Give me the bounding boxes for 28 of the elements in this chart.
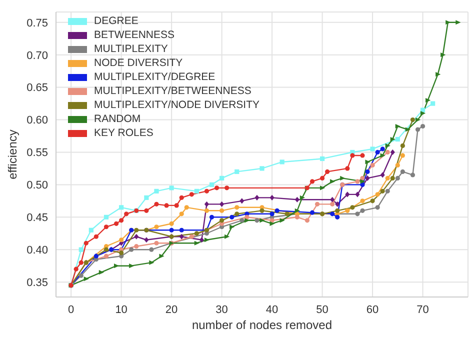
legend-label: KEY ROLES <box>94 126 154 140</box>
x-tick-label: 10 <box>115 304 128 316</box>
x-tick-label: 40 <box>266 304 278 316</box>
legend-label: RANDOM <box>94 112 141 126</box>
y-tick-label: 0.40 <box>26 244 48 257</box>
legend-label: MULTIPLEXITY <box>94 42 168 56</box>
x-tick-label: 0 <box>68 304 74 316</box>
legend-label: DEGREE <box>94 14 138 28</box>
legend-label: MULTIPLEXITY/NODE DIVERSITY <box>94 98 260 112</box>
y-tick-label: 0.55 <box>26 147 48 160</box>
y-tick-label: 0.65 <box>26 82 48 94</box>
x-tick-label: 70 <box>416 304 429 316</box>
y-tick-label: 0.75 <box>26 17 48 30</box>
y-tick-label: 0.60 <box>26 114 48 127</box>
y-tick-label: 0.35 <box>26 276 48 289</box>
x-axis-title: number of nodes removed <box>192 318 332 332</box>
y-tick-label: 0.50 <box>26 180 48 192</box>
legend-label: MULTIPLEXITY/DEGREE <box>94 70 216 84</box>
y-tick-label: 0.70 <box>26 50 48 62</box>
y-axis-title: efficiency <box>5 130 20 180</box>
x-tick-label: 20 <box>165 304 178 316</box>
legend-label: NODE DIVERSITY <box>94 56 183 70</box>
legend-label: MULTIPLEXITY/BETWEENNESS <box>94 84 252 98</box>
legend-label: BETWEENNESS <box>94 28 175 42</box>
y-tick-label: 0.45 <box>26 212 48 224</box>
x-tick-label: 60 <box>366 304 379 316</box>
x-tick-label: 50 <box>316 304 328 316</box>
x-tick-label: 30 <box>216 304 228 316</box>
